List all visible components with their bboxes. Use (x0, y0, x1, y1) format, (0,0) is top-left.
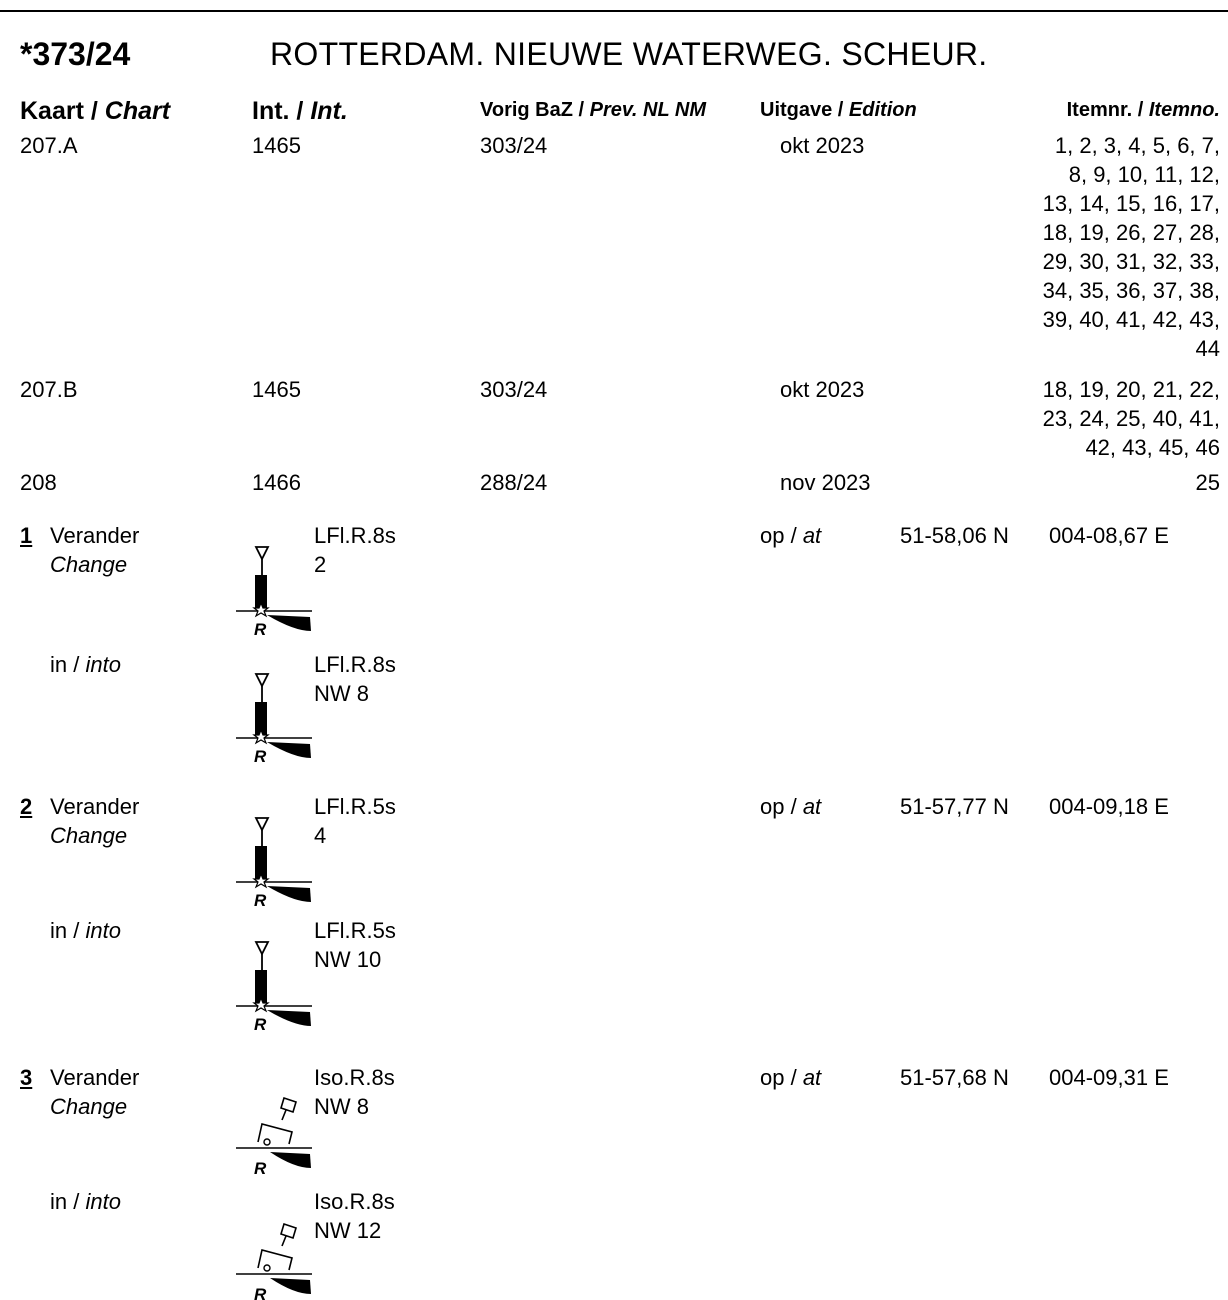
beacon-structure-icon: R (236, 1222, 312, 1300)
buoy-name: NW 8 (314, 681, 369, 706)
buoy-name: 4 (314, 823, 327, 848)
longitude: 004-09,18 E (1049, 794, 1169, 819)
buoy-colour-label: R (254, 1015, 267, 1034)
buoy-name: NW 10 (314, 947, 382, 972)
chart-number: 207.B (20, 377, 78, 402)
header-edition: Uitgave / Edition (760, 99, 917, 121)
at-label: op / at (760, 1065, 822, 1090)
change-label-en: Change (50, 552, 128, 577)
light-characteristic: Iso.R.8s (314, 1189, 395, 1214)
item-number: 3 (20, 1065, 33, 1090)
change-label: Verander (50, 523, 140, 548)
int-number: 1465 (252, 377, 301, 402)
lateral-buoy-icon: R (236, 673, 312, 766)
light-characteristic: Iso.R.8s (314, 1065, 395, 1090)
prev-nm: 303/24 (480, 133, 548, 158)
buoy-name: NW 12 (314, 1218, 382, 1243)
buoy-name: 2 (314, 552, 327, 577)
header-chart: Kaart / Chart (20, 97, 171, 125)
latitude: 51-57,77 N (900, 794, 1009, 819)
latitude: 51-58,06 N (900, 523, 1009, 548)
lateral-buoy-icon: R (236, 546, 312, 639)
edition-date: nov 2023 (780, 470, 871, 495)
into-label: in / into (50, 1189, 121, 1214)
notice-number: *373/24 (20, 36, 131, 72)
at-label: op / at (760, 523, 822, 548)
buoy-colour-label: R (254, 747, 267, 766)
change-label: Verander (50, 1065, 140, 1090)
item-numbers: 25 (1195, 470, 1220, 495)
edition-date: okt 2023 (780, 133, 865, 158)
light-characteristic: LFl.R.5s (314, 794, 396, 819)
into-label: in / into (50, 652, 121, 677)
light-characteristic: LFl.R.5s (314, 918, 396, 943)
lateral-buoy-icon: R (236, 941, 312, 1034)
item-numbers: 1, 2, 3, 4, 5, 6, 7, 8, 9, 10, 11, 12, 13,… (1042, 133, 1220, 361)
buoy-colour-label: R (254, 620, 267, 639)
header-itemno: Itemnr. / Itemno. (1066, 99, 1220, 121)
at-label: op / at (760, 794, 822, 819)
int-number: 1466 (252, 470, 301, 495)
beacon-structure-icon: R (236, 1096, 312, 1178)
prev-nm: 288/24 (480, 470, 548, 495)
item-numbers: 18, 19, 20, 21, 22, 23, 24, 25, 40, 41, 42… (1042, 377, 1220, 460)
change-label-en: Change (50, 823, 128, 848)
change-label-en: Change (50, 1094, 128, 1119)
light-characteristic: LFl.R.8s (314, 523, 396, 548)
buoy-name: NW 8 (314, 1094, 369, 1119)
buoy-colour-label: R (254, 891, 267, 910)
item-number: 2 (20, 794, 33, 819)
prev-nm: 303/24 (480, 377, 548, 402)
edition-date: okt 2023 (780, 377, 865, 402)
longitude: 004-09,31 E (1049, 1065, 1169, 1090)
latitude: 51-57,68 N (900, 1065, 1009, 1090)
notice-title: ROTTERDAM. NIEUWE WATERWEG. SCHEUR. (270, 36, 988, 72)
int-number: 1465 (252, 133, 301, 158)
top-rule (0, 10, 1228, 12)
light-characteristic: LFl.R.8s (314, 652, 396, 677)
change-label: Verander (50, 794, 140, 819)
header-prev-nm: Vorig BaZ / Prev. NL NM (480, 99, 706, 121)
header-int: Int. / Int. (252, 97, 348, 125)
chart-number: 208 (20, 470, 57, 495)
into-label: in / into (50, 918, 121, 943)
buoy-colour-label: R (254, 1159, 267, 1178)
buoy-colour-label: R (254, 1285, 267, 1300)
item-number: 1 (20, 523, 33, 548)
longitude: 004-08,67 E (1049, 523, 1169, 548)
lateral-buoy-icon: R (236, 817, 312, 910)
chart-number: 207.A (20, 133, 78, 158)
